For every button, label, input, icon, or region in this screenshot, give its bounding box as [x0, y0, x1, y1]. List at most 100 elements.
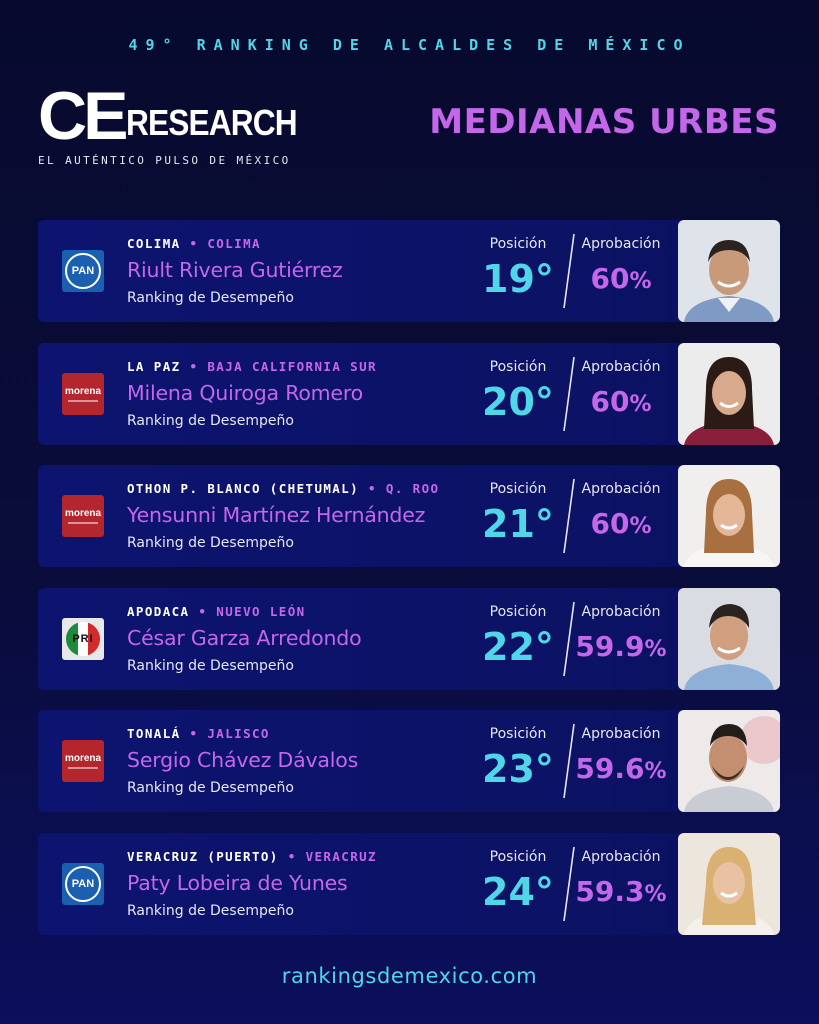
mayor-city: VERACRUZ (PUERTO)	[127, 848, 279, 864]
mayor-photo	[678, 832, 780, 935]
approval-percent-sign: %	[629, 514, 652, 539]
divider-slash-icon	[563, 723, 575, 799]
mayor-name: César Garza Arredondo	[127, 625, 362, 650]
position-label: Posición	[489, 358, 547, 375]
pan-ring: PAN	[65, 865, 101, 902]
portrait-icon	[678, 832, 780, 935]
morena-logo-text: morena	[64, 385, 102, 397]
mayor-city: COLIMA	[127, 236, 181, 251]
pri-white-band	[78, 621, 88, 656]
approval-block: Aprobación 60%	[573, 236, 669, 305]
website-url[interactable]: rankingsdemexico.com	[281, 964, 538, 988]
mayor-location: LA PAZ • BAJA CALIFORNIA SUR	[127, 359, 377, 374]
approval-value: 60%	[573, 379, 669, 428]
logo-ce-text: CE	[38, 78, 128, 154]
approval-number: 59.3	[575, 874, 645, 908]
approval-block: Aprobación 59.9%	[573, 604, 669, 673]
mayor-state: BAJA CALIFORNIA SUR	[207, 358, 377, 374]
separator-dot: •	[189, 358, 199, 374]
pan-logo-icon: PAN	[62, 862, 104, 905]
ranking-label: Ranking de Desempeño	[127, 290, 294, 306]
separator-dot: •	[189, 726, 199, 741]
approval-block: Aprobación 60%	[573, 481, 669, 550]
mayor-photo	[678, 710, 780, 812]
morena-logo-icon: morena	[62, 495, 104, 537]
ranking-label: Ranking de Desempeño	[127, 780, 294, 796]
position-block: Posición 20°	[478, 359, 558, 425]
mayor-card: PAN COLIMA • COLIMA Riult Rivera Gutiérr…	[38, 220, 780, 322]
divider-slash-icon	[563, 233, 575, 309]
position-block: Posición 23°	[478, 726, 558, 792]
mayor-location: COLIMA • COLIMA	[127, 236, 343, 251]
mayor-location: VERACRUZ (PUERTO) • VERACRUZ	[127, 849, 377, 864]
pan-ring: PAN	[65, 253, 101, 289]
mayor-photo	[678, 220, 780, 322]
approval-number: 60	[590, 507, 630, 540]
mayor-list: PAN COLIMA • COLIMA Riult Rivera Gutiérr…	[38, 220, 780, 955]
mayor-card: PAN VERACRUZ (PUERTO) • VERACRUZ Paty Lo…	[38, 832, 780, 935]
position-value: 20°	[482, 379, 554, 424]
approval-label: Aprobación	[581, 236, 661, 252]
position-label: Posición	[489, 726, 547, 742]
portrait-icon	[678, 465, 780, 567]
position-value: 24°	[482, 869, 554, 914]
position-value: 19°	[482, 257, 554, 301]
approval-percent-sign: %	[644, 881, 667, 907]
approval-percent-sign: %	[629, 391, 652, 417]
mayor-city: APODACA	[127, 603, 190, 619]
position-label: Posición	[489, 481, 547, 497]
category-title: MEDIANAS URBES	[429, 102, 779, 142]
mayor-name: Yensunni Martínez Hernández	[127, 503, 426, 527]
position-value: 22°	[482, 624, 554, 669]
position-block: Posición 22°	[478, 604, 558, 670]
approval-block: Aprobación 59.3%	[573, 849, 669, 918]
pan-logo-icon: PAN	[62, 250, 104, 292]
portrait-icon	[678, 220, 780, 322]
ranking-label: Ranking de Desempeño	[127, 902, 294, 919]
divider-slash-icon	[563, 846, 575, 921]
pri-emblem: PRI	[66, 621, 100, 656]
approval-block: Aprobación 60%	[573, 359, 669, 428]
position-block: Posición 24°	[478, 849, 558, 915]
separator-dot: •	[198, 603, 208, 619]
portrait-icon	[678, 710, 780, 812]
approval-number: 60	[590, 384, 630, 418]
mayor-location: OTHON P. BLANCO (CHETUMAL) • Q. ROO	[127, 481, 439, 496]
ranking-label: Ranking de Desempeño	[127, 657, 294, 674]
pri-logo-text: PRI	[72, 632, 94, 645]
logo-tagline: EL AUTÉNTICO PULSO DE MÉXICO	[38, 154, 291, 167]
approval-value: 59.6%	[573, 746, 669, 795]
morena-logo-text: morena	[64, 753, 102, 764]
mayor-photo	[678, 465, 780, 567]
morena-logo-line	[68, 522, 98, 524]
approval-percent-sign: %	[629, 269, 652, 294]
approval-percent-sign: %	[644, 759, 667, 784]
separator-dot: •	[368, 481, 377, 496]
separator-dot: •	[287, 848, 297, 864]
position-label: Posición	[489, 603, 547, 620]
position-label: Posición	[489, 236, 547, 252]
approval-number: 59.6	[575, 752, 645, 785]
position-value: 21°	[482, 502, 554, 546]
ce-research-logo: CE RESEARCH EL AUTÉNTICO PULSO DE MÉXICO	[38, 82, 321, 167]
mayor-state: NUEVO LEÓN	[216, 603, 306, 619]
divider-slash-icon	[563, 478, 575, 554]
divider-slash-icon	[563, 601, 575, 676]
position-value: 23°	[482, 747, 554, 791]
approval-number: 59.9	[575, 629, 645, 663]
divider-slash-icon	[563, 356, 575, 431]
ranking-title: 49° RANKING DE ALCALDES DE MÉXICO	[128, 36, 691, 54]
approval-label: Aprobación	[581, 603, 661, 620]
separator-dot: •	[189, 236, 199, 251]
mayor-name: Paty Lobeira de Yunes	[127, 870, 348, 895]
mayor-card: morena TONALÁ • JALISCO Sergio Chávez Dá…	[38, 710, 780, 812]
mayor-state: JALISCO	[207, 726, 270, 741]
mayor-name: Milena Quiroga Romero	[127, 380, 363, 405]
mayor-card: morena OTHON P. BLANCO (CHETUMAL) • Q. R…	[38, 465, 780, 567]
mayor-info: VERACRUZ (PUERTO) • VERACRUZ Paty Lobeir…	[127, 849, 377, 919]
mayor-name: Riult Rivera Gutiérrez	[127, 258, 343, 282]
approval-label: Aprobación	[581, 848, 661, 865]
mayor-location: APODACA • NUEVO LEÓN	[127, 604, 361, 619]
morena-logo-icon: morena	[62, 740, 104, 782]
approval-label: Aprobación	[581, 358, 661, 375]
